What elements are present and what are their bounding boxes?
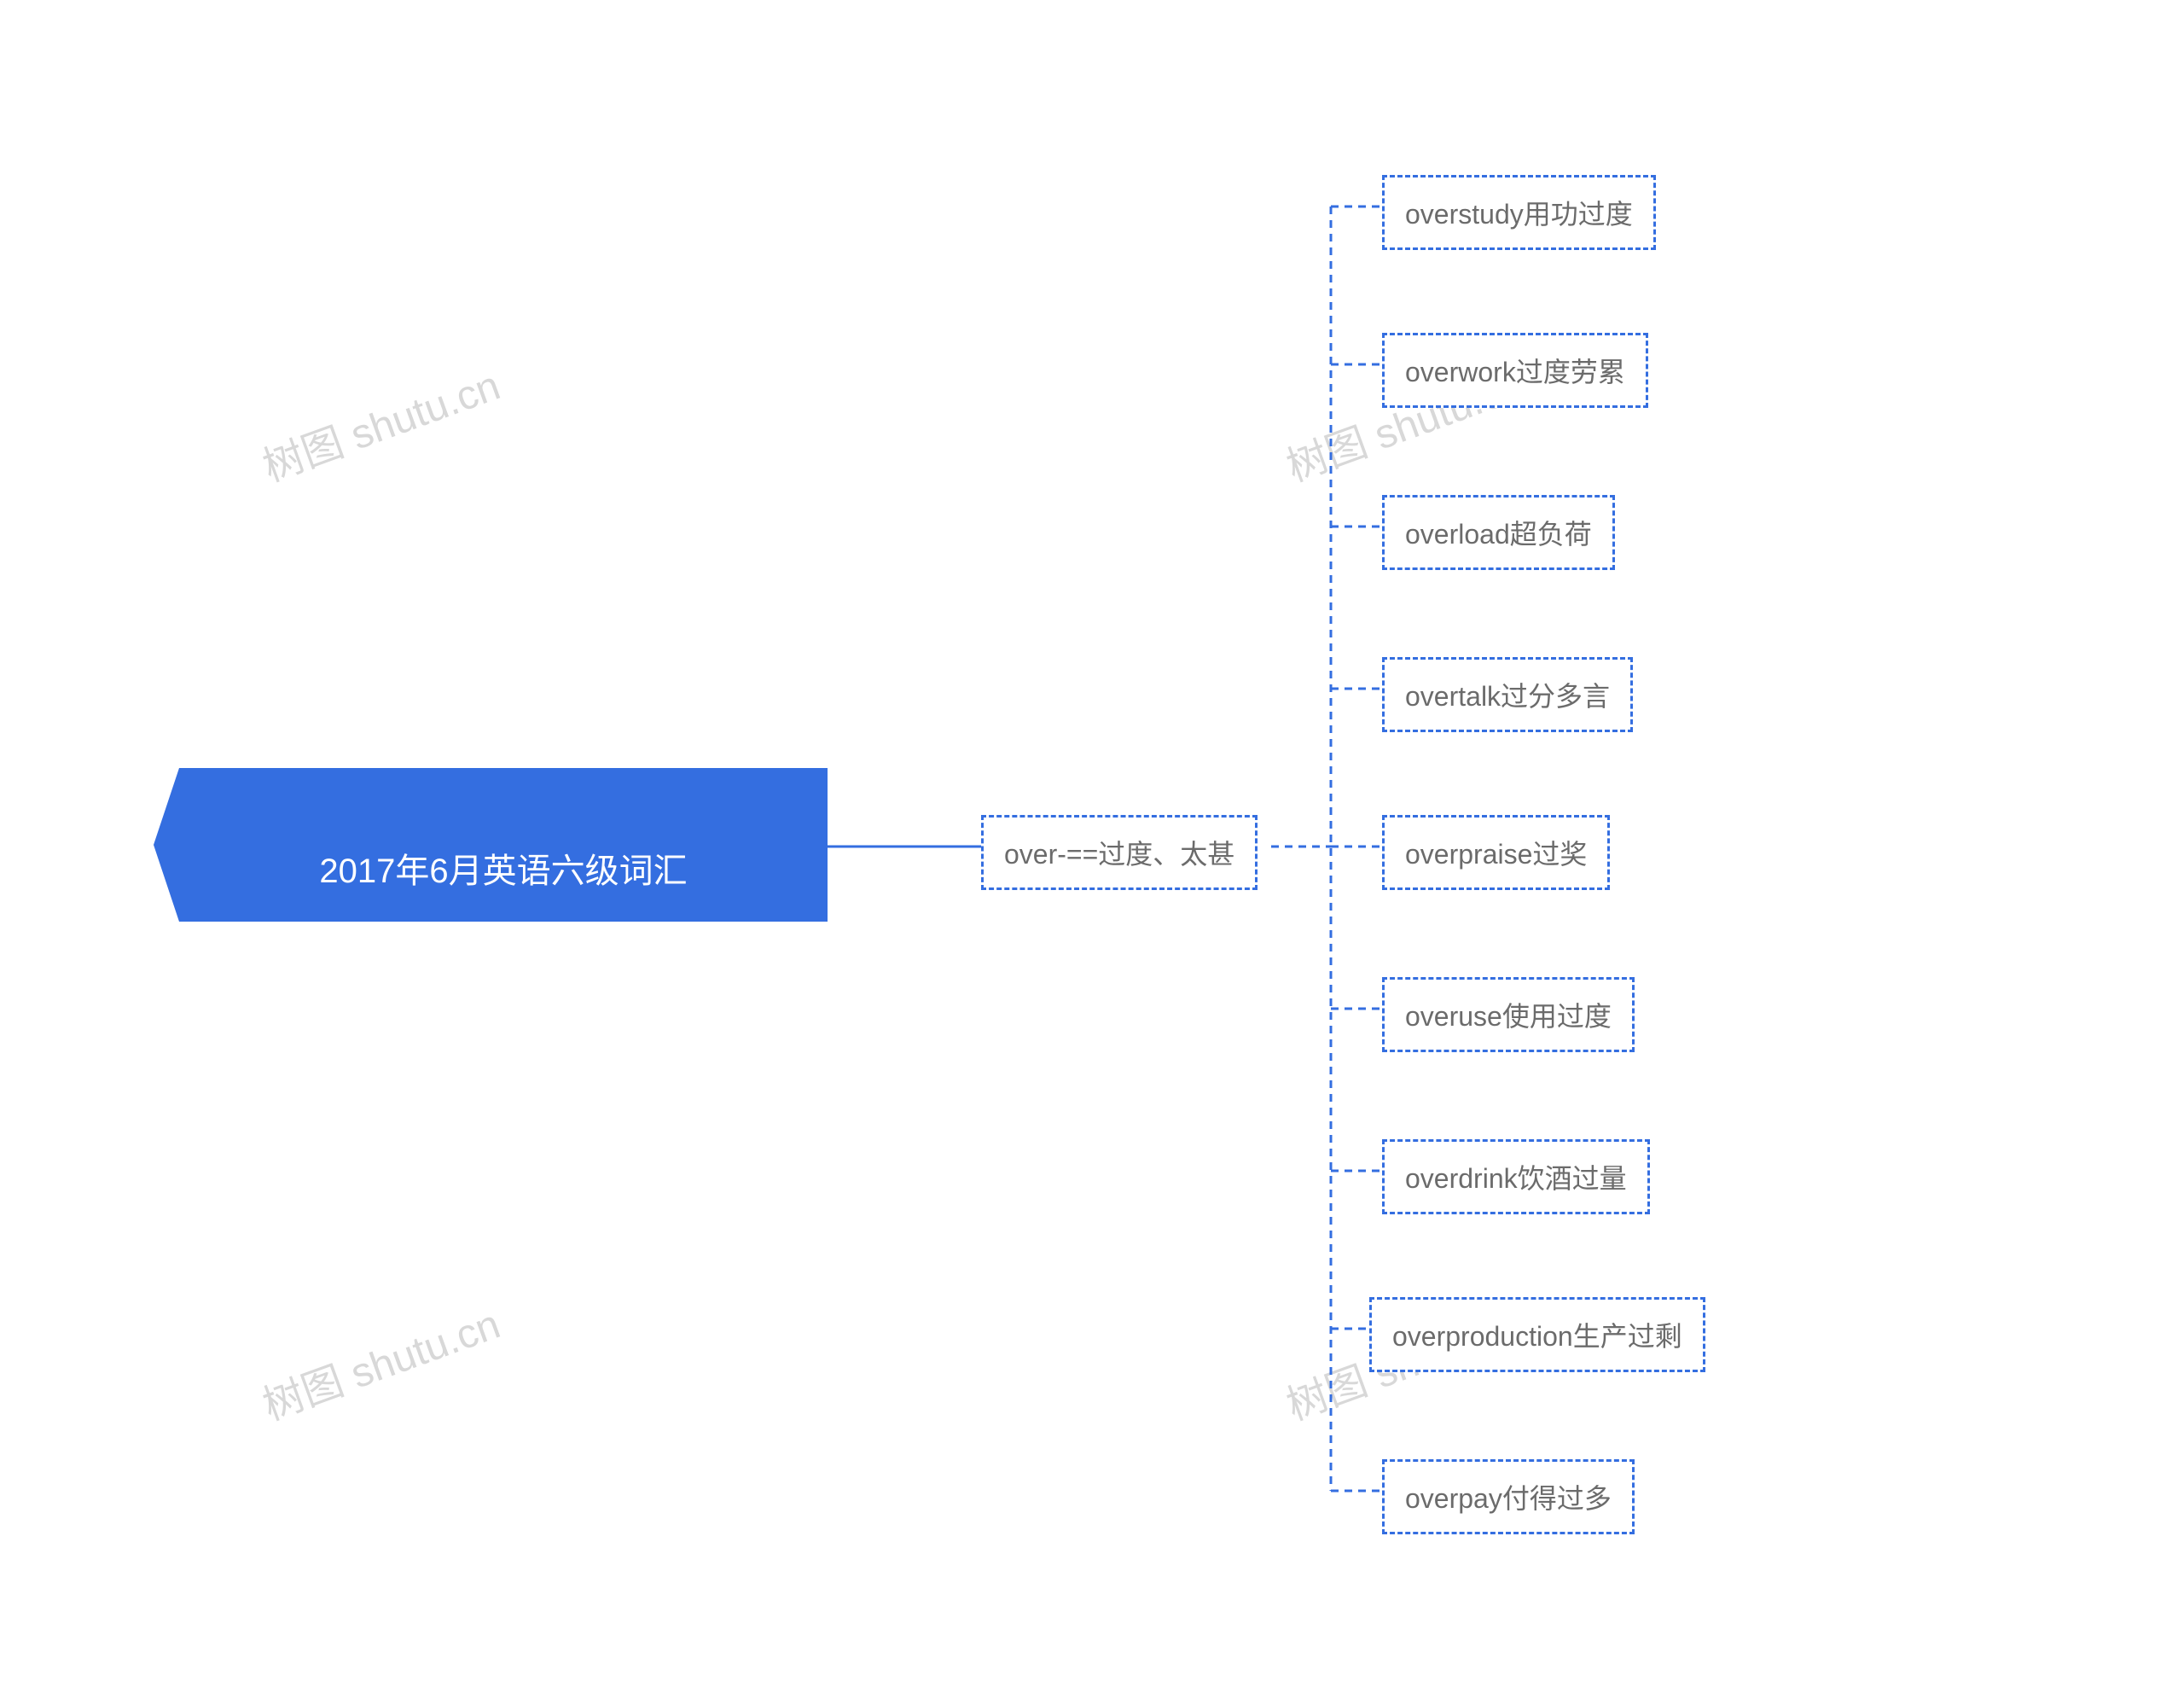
leaf-node-3: overload超负荷 xyxy=(1382,495,1615,570)
leaf-node-9: overpay付得过多 xyxy=(1382,1459,1635,1534)
leaf-node-8: overproduction生产过剩 xyxy=(1369,1297,1705,1372)
leaf-node-4: overtalk过分多言 xyxy=(1382,657,1633,732)
root-line2: 前后缀：over- = 过度 xyxy=(343,958,665,996)
watermark: 树图 shutu.cn xyxy=(253,352,507,492)
root-line1: 2017年6月英语六级词汇 xyxy=(319,852,687,890)
leaf-node-7: overdrink饮酒过量 xyxy=(1382,1139,1650,1214)
leaf-node-6: overuse使用过度 xyxy=(1382,977,1635,1052)
leaf-node-2: overwork过度劳累 xyxy=(1382,333,1648,408)
root-node: 2017年6月英语六级词汇 前后缀：over- = 过度 xyxy=(179,768,828,922)
leaf-node-1: overstudy用功过度 xyxy=(1382,175,1656,250)
watermark: 树图 shutu.cn xyxy=(253,1290,507,1431)
mid-node: over-==过度、太甚 xyxy=(981,815,1258,890)
leaf-node-5: overpraise过奖 xyxy=(1382,815,1610,890)
